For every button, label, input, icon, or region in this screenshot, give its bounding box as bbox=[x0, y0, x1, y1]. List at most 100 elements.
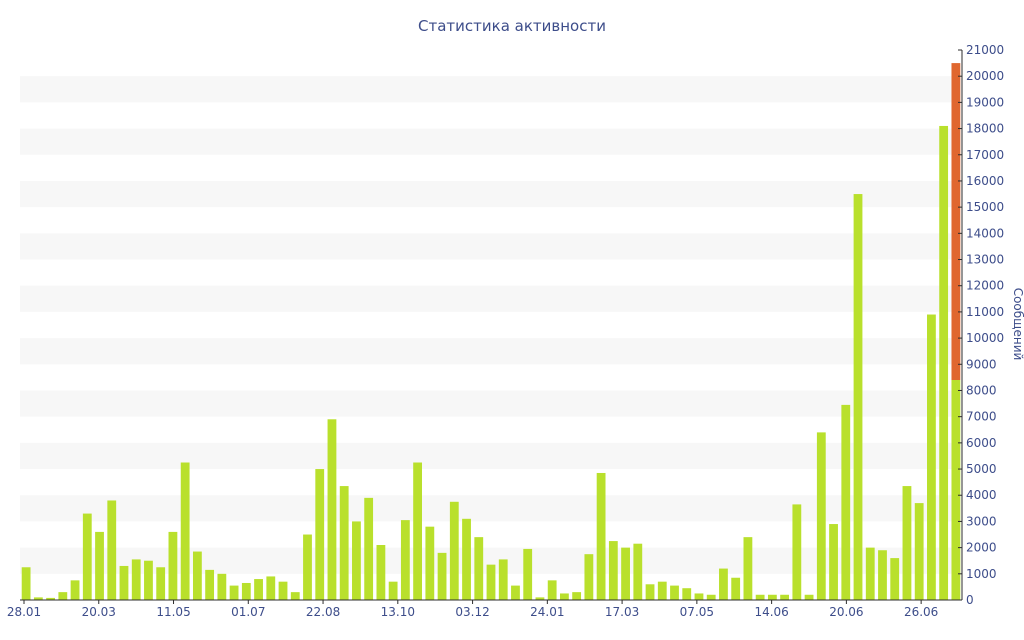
bar[interactable] bbox=[829, 524, 838, 600]
x-tick-label: 11.05 bbox=[156, 605, 190, 619]
bar[interactable] bbox=[364, 497, 374, 600]
bar[interactable] bbox=[474, 537, 484, 600]
bar[interactable] bbox=[645, 584, 655, 600]
bar[interactable] bbox=[670, 585, 679, 600]
bar[interactable] bbox=[890, 558, 900, 600]
y-tick-label: 5000 bbox=[966, 462, 997, 476]
bar[interactable] bbox=[290, 592, 300, 600]
bar[interactable] bbox=[706, 594, 716, 600]
bar[interactable] bbox=[682, 588, 692, 600]
bar[interactable] bbox=[339, 486, 349, 600]
bar[interactable] bbox=[352, 521, 361, 600]
y-axis: 0 1000 2000 3000 4000 5000 6000 7000 8000 9000 100… bbox=[958, 43, 1004, 607]
bar[interactable] bbox=[547, 580, 557, 600]
bar[interactable] bbox=[46, 597, 55, 600]
bar[interactable] bbox=[816, 432, 826, 600]
bar[interactable] bbox=[95, 531, 104, 600]
bar[interactable] bbox=[119, 565, 129, 600]
y-tick-label: 17000 bbox=[966, 148, 1004, 162]
bar[interactable] bbox=[278, 581, 288, 600]
bar[interactable] bbox=[694, 593, 704, 600]
bar[interactable] bbox=[572, 592, 582, 600]
y-tick-label: 20000 bbox=[966, 69, 1004, 83]
bar[interactable] bbox=[486, 564, 496, 600]
bar[interactable] bbox=[498, 559, 508, 600]
bar[interactable] bbox=[107, 500, 117, 600]
bar[interactable] bbox=[927, 314, 936, 600]
x-axis: 28.01 20.03 11.05 01.07 22.08 13.10 03.12 24.01… bbox=[7, 599, 962, 619]
bar[interactable] bbox=[241, 582, 251, 600]
bar[interactable] bbox=[608, 541, 618, 600]
bar[interactable] bbox=[70, 580, 80, 600]
x-tick-label: 13.10 bbox=[381, 605, 415, 619]
bar[interactable] bbox=[878, 550, 887, 600]
bar[interactable] bbox=[767, 594, 777, 600]
bar[interactable] bbox=[180, 462, 190, 601]
bar[interactable] bbox=[33, 597, 43, 600]
bar[interactable] bbox=[902, 486, 912, 600]
bar[interactable] bbox=[303, 534, 312, 600]
bar[interactable] bbox=[425, 526, 435, 600]
bar[interactable] bbox=[449, 501, 459, 600]
bar[interactable] bbox=[755, 594, 765, 600]
x-tick-label: 20.03 bbox=[82, 605, 116, 619]
grid-band bbox=[20, 128, 962, 155]
bar[interactable] bbox=[229, 585, 239, 600]
bar[interactable] bbox=[719, 568, 728, 600]
x-tick-label: 17.03 bbox=[605, 605, 639, 619]
bar[interactable] bbox=[131, 559, 141, 600]
bar[interactable] bbox=[780, 594, 790, 600]
bar[interactable] bbox=[584, 554, 594, 600]
bar[interactable] bbox=[914, 503, 924, 600]
bar[interactable] bbox=[82, 513, 92, 600]
grid-band bbox=[20, 442, 962, 470]
x-tick-label: 26.06 bbox=[904, 605, 938, 619]
bar[interactable] bbox=[168, 531, 178, 600]
bar[interactable] bbox=[633, 543, 643, 600]
bar[interactable] bbox=[144, 560, 153, 600]
bar[interactable] bbox=[266, 576, 276, 600]
bar[interactable] bbox=[743, 537, 753, 600]
bar[interactable] bbox=[939, 125, 949, 600]
bar[interactable] bbox=[376, 545, 386, 600]
bar[interactable] bbox=[437, 552, 447, 600]
grid-band bbox=[20, 285, 962, 312]
bar[interactable] bbox=[21, 567, 31, 600]
bar[interactable] bbox=[535, 597, 545, 600]
bar[interactable] bbox=[156, 567, 166, 600]
bar[interactable] bbox=[841, 404, 851, 600]
bar[interactable] bbox=[413, 462, 423, 601]
bar[interactable] bbox=[596, 472, 606, 600]
bar[interactable] bbox=[58, 592, 68, 600]
bar[interactable] bbox=[951, 380, 961, 600]
bar[interactable] bbox=[400, 520, 410, 600]
bar[interactable] bbox=[205, 569, 215, 600]
x-tick-label: 22.08 bbox=[306, 605, 340, 619]
bar[interactable] bbox=[865, 547, 875, 600]
x-tick-label: 20.06 bbox=[829, 605, 863, 619]
bar-highlight[interactable] bbox=[951, 63, 961, 380]
y-tick-label: 14000 bbox=[966, 226, 1004, 240]
bar[interactable] bbox=[523, 548, 533, 600]
bar[interactable] bbox=[853, 194, 863, 601]
bar[interactable] bbox=[621, 547, 630, 600]
bar[interactable] bbox=[315, 469, 325, 600]
bar[interactable] bbox=[511, 585, 520, 600]
bar[interactable] bbox=[731, 577, 741, 600]
bar[interactable] bbox=[192, 551, 202, 600]
bar[interactable] bbox=[217, 573, 227, 600]
bar[interactable] bbox=[254, 579, 263, 600]
bar[interactable] bbox=[388, 581, 398, 600]
bar[interactable] bbox=[792, 504, 802, 600]
bar[interactable] bbox=[804, 594, 814, 600]
y-tick-label: 16000 bbox=[966, 174, 1004, 188]
x-tick-label: 01.07 bbox=[231, 605, 265, 619]
grid-band bbox=[20, 76, 962, 103]
y-tick-label: 21000 bbox=[966, 43, 1004, 57]
y-tick-label: 13000 bbox=[966, 253, 1004, 267]
bar[interactable] bbox=[462, 518, 471, 600]
bars bbox=[21, 63, 961, 601]
bar[interactable] bbox=[657, 581, 667, 600]
bar[interactable] bbox=[327, 419, 337, 600]
bar[interactable] bbox=[559, 593, 569, 600]
